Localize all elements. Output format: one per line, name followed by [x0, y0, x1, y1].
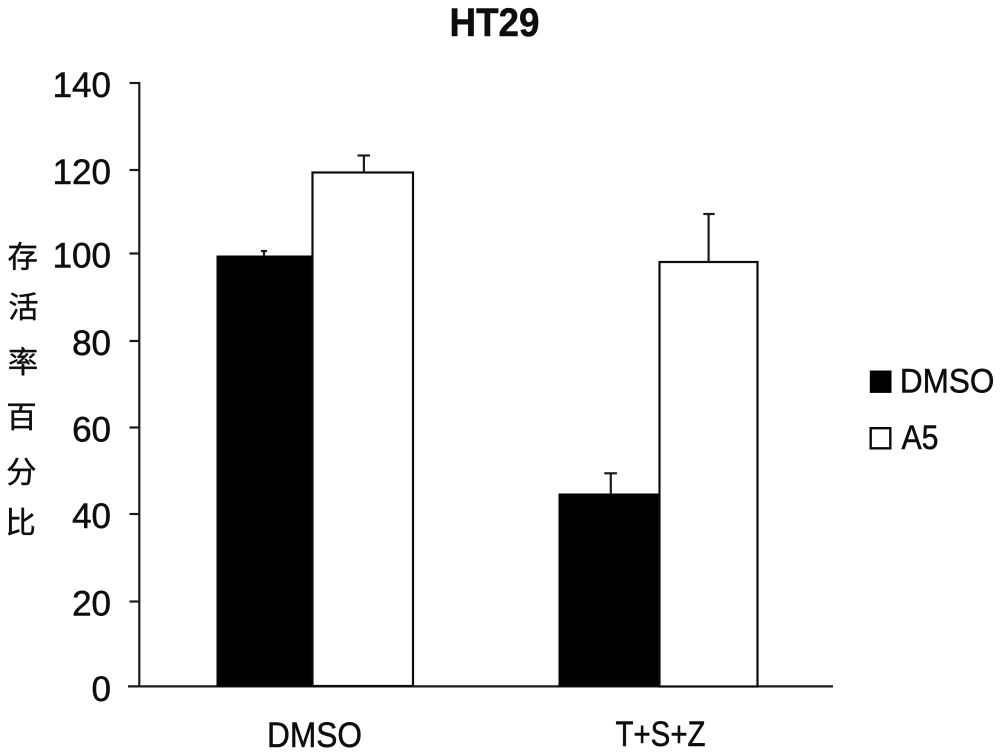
svg-text:A5: A5 [902, 419, 939, 457]
svg-text:140: 140 [53, 66, 111, 105]
svg-text:DMSO: DMSO [900, 363, 995, 401]
svg-text:100: 100 [53, 237, 111, 276]
svg-text:T+S+Z: T+S+Z [616, 715, 706, 752]
svg-text:120: 120 [53, 153, 111, 192]
svg-text:40: 40 [72, 497, 111, 536]
svg-text:60: 60 [72, 411, 111, 450]
svg-text:20: 20 [72, 585, 111, 624]
svg-text:HT29: HT29 [450, 1, 540, 45]
svg-text:DMSO: DMSO [267, 716, 362, 752]
svg-text:0: 0 [92, 670, 111, 709]
svg-text:80: 80 [72, 324, 111, 363]
